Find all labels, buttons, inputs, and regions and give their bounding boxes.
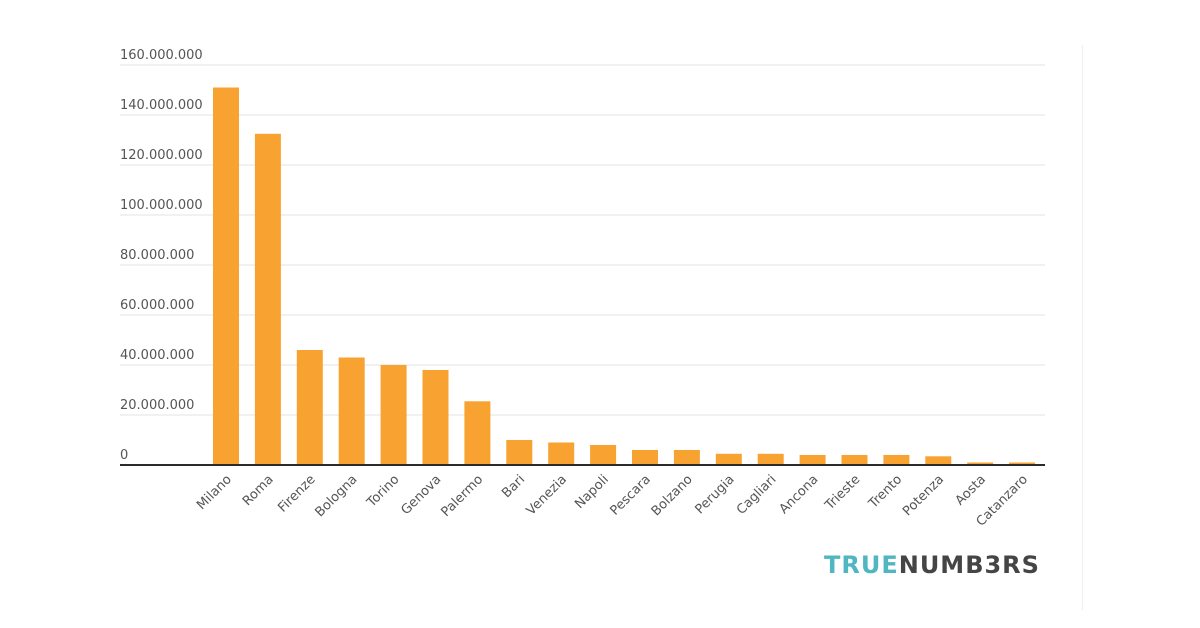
bar-torino [380,365,407,465]
y-tick-label: 40.000.000 [120,348,194,363]
bar-trento [883,455,910,465]
bar-bari [506,440,533,465]
bar-pescara [632,450,658,465]
x-tick-label-ancona: Ancona [777,472,822,517]
y-tick-label: 0 [120,448,128,463]
x-tick-label-trento: Trento [865,472,905,512]
x-tick-label-bologna: Bologna [313,472,361,520]
bar-milano [213,87,239,465]
x-tick-label-venezia: Venezia [524,472,570,518]
x-tick-label-perugia: Perugia [693,472,738,517]
bar-genova [422,370,449,465]
x-tick-label-roma: Roma [240,472,277,509]
bar-palermo [464,401,491,466]
logo-text-numbers: NUMB3RS [898,551,1040,579]
bar-bolzano [673,450,700,465]
panel-divider [1082,45,1083,610]
logo-text-true: TRUE [824,551,899,579]
x-tick-label-potenza: Potenza [900,472,947,519]
x-tick-label-bolzano: Bolzano [649,472,696,519]
x-tick-label-torino: Torino [364,472,403,511]
y-tick-label: 20.000.000 [120,398,194,413]
x-tick-label-pescara: Pescara [607,472,653,518]
y-axis-tick-labels: 0 20.000.000 40.000.000 60.000.000 80.000.00… [120,48,203,463]
y-tick-label: 60.000.000 [120,298,194,313]
bar-firenze [296,350,323,465]
bar-napoli [590,445,617,465]
truenumbers-logo: TRUENUMB3RS [824,551,1040,579]
x-tick-label-genova: Genova [398,472,444,518]
x-tick-label-milano: Milano [194,472,235,513]
bar-cagliari [757,453,784,466]
y-tick-label: 120.000.000 [120,148,203,163]
x-tick-label-aosta: Aosta [953,472,989,508]
bar-bologna [338,357,365,465]
x-tick-label-napoli: Napoli [572,472,612,512]
y-tick-label: 140.000.000 [120,98,203,113]
bar-catanzaro [1009,462,1036,465]
y-tick-label: 100.000.000 [120,198,203,213]
bar-aosta [967,462,994,465]
y-tick-label: 80.000.000 [120,248,194,263]
y-tick-label: 160.000.000 [120,48,203,63]
x-tick-label-cagliari: Cagliari [734,472,780,518]
bar-ancona [799,455,826,465]
x-tick-label-bari: Bari [499,472,528,501]
bars [213,87,1036,466]
bar-roma [254,133,281,466]
x-tick-label-trieste: Trieste [822,472,864,514]
bar-trieste [841,455,868,465]
x-tick-label-palermo: Palermo [438,472,486,520]
bar-perugia [715,453,742,466]
bar-venezia [548,442,575,465]
bar-potenza [925,456,952,466]
